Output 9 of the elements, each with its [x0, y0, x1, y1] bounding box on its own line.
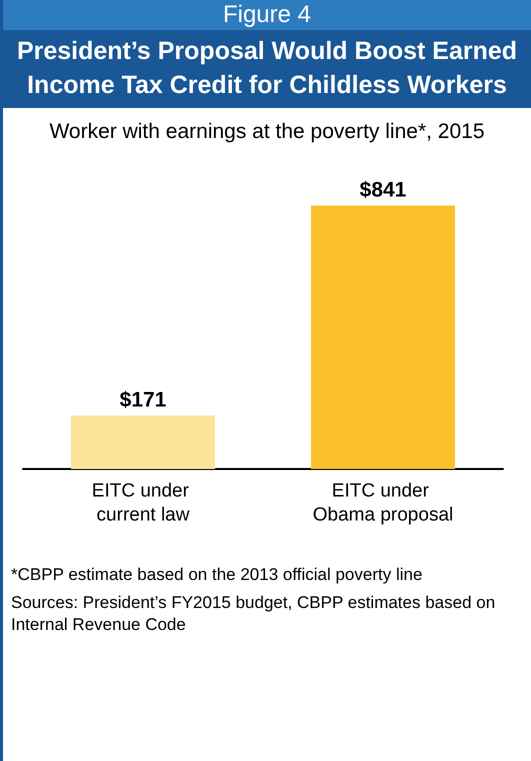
- chart-subtitle: Worker with earnings at the poverty line*, 2015: [48, 120, 486, 144]
- x-tick-label: EITC under Obama proposal: [312, 480, 454, 526]
- x-tick-label: EITC under current law: [92, 480, 194, 526]
- data-label: $171: [120, 388, 167, 412]
- data-label: $841: [360, 178, 407, 202]
- chart-title: President’s Proposal Would Boost Earned Income Tax Credit for Childless Workers: [3, 30, 531, 108]
- caption: Figure 4: [3, 0, 531, 30]
- source-note: Sources: President’s FY2015 budget, CBPP estimates based on Internal Revenue Code: [10, 592, 496, 636]
- text: *CBPP estimate based on the 2013 official poverty line: [10, 564, 424, 586]
